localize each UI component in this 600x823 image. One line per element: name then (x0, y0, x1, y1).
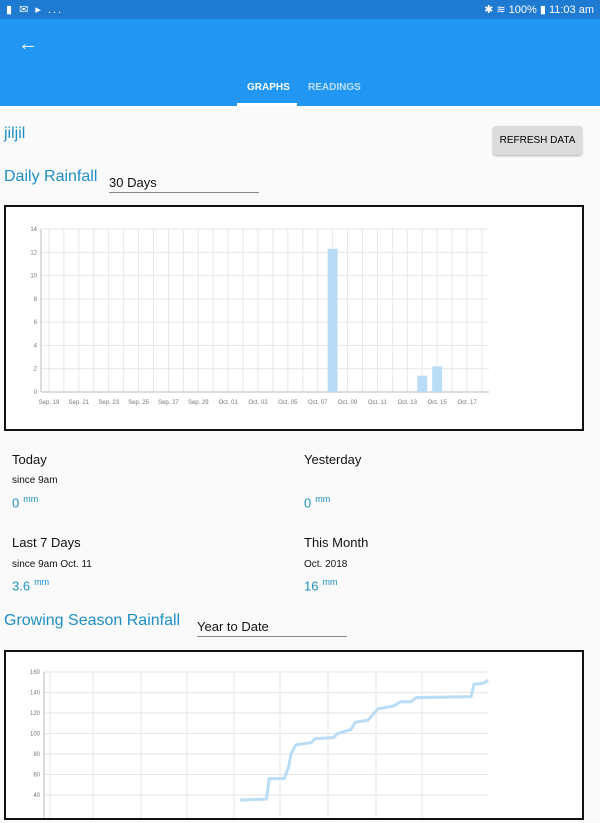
daily-range-select[interactable]: 30 Days (109, 175, 259, 193)
y-tick-label: 4 (34, 343, 38, 349)
y-tick-label: 10 (30, 274, 37, 280)
tab-graphs[interactable]: GRAPHS (247, 82, 290, 93)
y-tick-label: 80 (33, 752, 40, 758)
stat-7days-value: 3.6 mm (12, 577, 50, 594)
y-tick-label: 40 (33, 793, 40, 799)
status-bar: ▮ ✉ ▸ ... ✱ ≋ 100% ▮ 11:03 am (0, 0, 600, 19)
stat-7days-sub: since 9am Oct. 11 (12, 559, 92, 570)
bar (417, 375, 428, 392)
x-tick-label: Oct. 07 (308, 400, 328, 406)
season-range-select[interactable]: Year to Date (197, 619, 347, 637)
y-tick-label: 14 (30, 227, 37, 233)
stat-month-label: This Month (304, 535, 369, 550)
daily-rainfall-title: Daily Rainfall (4, 168, 98, 185)
x-tick-label: Oct. 01 (218, 400, 238, 406)
daily-rainfall-chart: 0 2 4 6 8 10 12 14 Sep. 19 Sep. 21 Sep. 23 Sep. 25 S… (4, 205, 584, 431)
bar (327, 248, 338, 392)
system-status: ✱ ≋ 100% ▮ 11:03 am (484, 4, 594, 16)
growing-season-chart: 40 60 80 100 120 140 160 (4, 650, 584, 823)
x-tick-label: Oct. 11 (368, 400, 388, 406)
y-tick-label: 6 (34, 320, 38, 326)
y-tick-label: 100 (30, 732, 41, 738)
station-name: jiljil (4, 125, 26, 142)
x-tick-label: Sep. 25 (128, 400, 149, 406)
bar (432, 366, 443, 392)
refresh-data-button[interactable]: REFRESH DATA (493, 126, 582, 155)
tab-readings[interactable]: READINGS (308, 82, 361, 93)
x-tick-label: Sep. 21 (69, 400, 90, 406)
y-tick-label: 8 (34, 297, 38, 303)
stat-month-value: 16 mm (304, 577, 338, 594)
cumulative-rainfall-line (239, 678, 489, 802)
x-tick-label: Sep. 19 (39, 400, 60, 406)
y-tick-label: 0 (34, 390, 38, 396)
stat-today-value: 0 mm (12, 494, 39, 511)
stat-today-sub: since 9am (12, 475, 58, 486)
x-tick-label: Oct. 05 (278, 400, 298, 406)
stat-yesterday-label: Yesterday (304, 452, 362, 467)
x-tick-label: Sep. 29 (188, 400, 209, 406)
y-tick-label: 140 (30, 691, 41, 697)
notification-icons: ▮ ✉ ▸ ... (6, 4, 64, 16)
stat-today-label: Today (12, 452, 47, 467)
y-tick-label: 2 (34, 367, 38, 373)
stat-7days-label: Last 7 Days (12, 535, 81, 550)
stat-month-sub: Oct. 2018 (304, 559, 348, 570)
growing-season-title: Growing Season Rainfall (4, 612, 181, 629)
x-tick-label: Sep. 23 (98, 400, 119, 406)
x-tick-label: Oct. 15 (427, 400, 447, 406)
y-tick-label: 60 (33, 773, 40, 779)
x-tick-label: Oct. 09 (338, 400, 358, 406)
stat-yesterday-value: 0 mm (304, 494, 331, 511)
y-tick-label: 160 (30, 670, 41, 676)
active-tab-indicator (237, 103, 297, 106)
x-tick-label: Oct. 13 (398, 400, 418, 406)
x-tick-label: Oct. 03 (248, 400, 268, 406)
app-bar: ← GRAPHS READINGS (0, 19, 600, 106)
arrow-left-icon[interactable]: ← (18, 33, 38, 55)
x-tick-label: Sep. 27 (158, 400, 179, 406)
y-tick-label: 120 (30, 711, 41, 717)
x-tick-label: Oct. 17 (457, 400, 477, 406)
y-tick-label: 12 (30, 250, 37, 256)
